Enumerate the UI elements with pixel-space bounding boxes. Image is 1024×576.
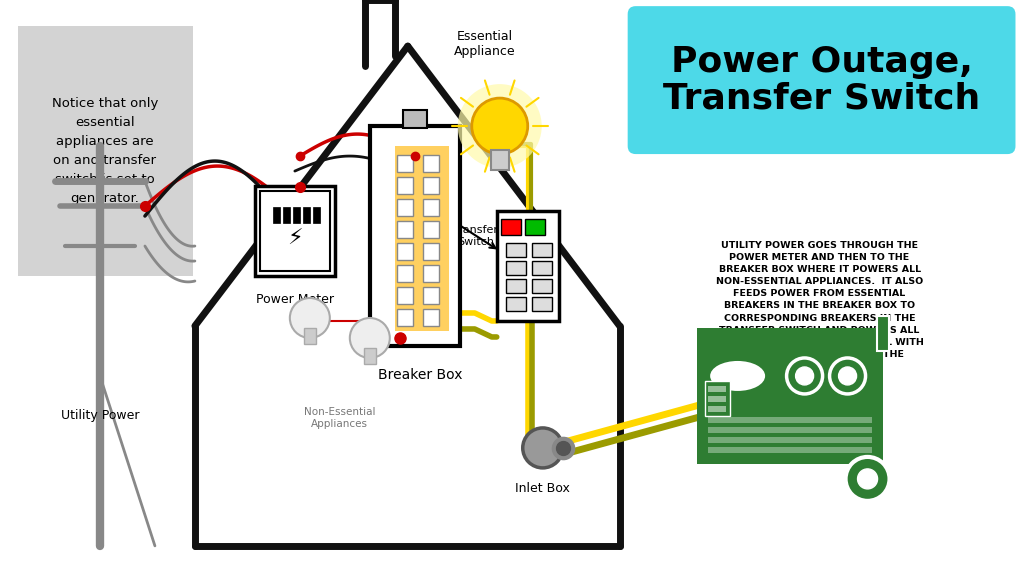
Bar — [423, 243, 438, 260]
Bar — [370, 126, 460, 346]
Bar — [283, 207, 290, 223]
Circle shape — [796, 367, 814, 385]
Text: Non-Essential
Appliances: Non-Essential Appliances — [304, 407, 376, 429]
Bar — [396, 309, 413, 326]
Bar — [506, 297, 525, 311]
Bar — [402, 110, 427, 128]
Bar — [524, 219, 545, 235]
Bar — [396, 177, 413, 194]
Bar — [396, 287, 413, 304]
Bar — [708, 417, 871, 423]
Text: ⚡: ⚡ — [287, 229, 303, 249]
Bar — [260, 191, 330, 271]
Circle shape — [786, 358, 822, 394]
Bar — [708, 447, 871, 453]
Bar — [421, 146, 449, 331]
Bar — [531, 297, 552, 311]
Bar — [708, 427, 871, 433]
Bar — [531, 243, 552, 257]
Text: Breaker Box: Breaker Box — [378, 368, 462, 382]
Bar — [423, 177, 438, 194]
Bar — [364, 348, 376, 364]
Bar — [708, 396, 726, 402]
Bar — [877, 316, 889, 351]
Text: Power Meter: Power Meter — [256, 293, 334, 306]
Bar — [531, 279, 552, 293]
Circle shape — [857, 469, 878, 489]
Bar — [708, 406, 726, 412]
Bar — [531, 261, 552, 275]
Circle shape — [472, 98, 527, 154]
Ellipse shape — [710, 361, 765, 391]
Bar — [255, 186, 335, 276]
FancyBboxPatch shape — [696, 328, 883, 464]
Circle shape — [829, 358, 865, 394]
Bar — [293, 207, 300, 223]
Bar — [423, 199, 438, 216]
Text: Essential
Appliance: Essential Appliance — [454, 30, 515, 58]
Bar — [396, 221, 413, 238]
Bar — [708, 437, 871, 443]
Circle shape — [839, 367, 856, 385]
Text: Transfer
Switch: Transfer Switch — [454, 225, 499, 247]
Bar — [395, 146, 423, 331]
Bar — [423, 221, 438, 238]
Bar — [423, 155, 438, 172]
Text: Utility Power: Utility Power — [60, 410, 139, 422]
Bar — [497, 211, 559, 321]
Bar — [303, 207, 310, 223]
Bar — [708, 386, 726, 392]
Bar — [396, 155, 413, 172]
Bar — [506, 243, 525, 257]
Circle shape — [846, 457, 890, 501]
FancyBboxPatch shape — [18, 26, 193, 276]
Circle shape — [290, 298, 330, 338]
Bar — [423, 265, 438, 282]
Bar — [490, 150, 509, 170]
Bar — [506, 279, 525, 293]
Bar — [396, 243, 413, 260]
Circle shape — [522, 428, 563, 468]
Bar — [304, 328, 315, 344]
Bar — [501, 219, 521, 235]
Bar — [272, 207, 280, 223]
FancyBboxPatch shape — [628, 6, 1016, 154]
Bar — [705, 381, 730, 416]
Bar — [506, 261, 525, 275]
Bar — [396, 265, 413, 282]
Bar — [423, 309, 438, 326]
Circle shape — [458, 84, 542, 168]
Bar — [313, 207, 319, 223]
Text: Notice that only
essential
appliances are
on and transfer
switch is set to
gener: Notice that only essential appliances ar… — [52, 97, 158, 205]
Bar — [423, 287, 438, 304]
Text: Inlet Box: Inlet Box — [515, 482, 570, 495]
Text: UTILITY POWER GOES THROUGH THE
POWER METER AND THEN TO THE
BREAKER BOX WHERE IT : UTILITY POWER GOES THROUGH THE POWER MET… — [715, 241, 924, 372]
Text: Power Outage,
Transfer Switch: Power Outage, Transfer Switch — [663, 45, 980, 115]
Circle shape — [350, 318, 390, 358]
Bar — [396, 199, 413, 216]
